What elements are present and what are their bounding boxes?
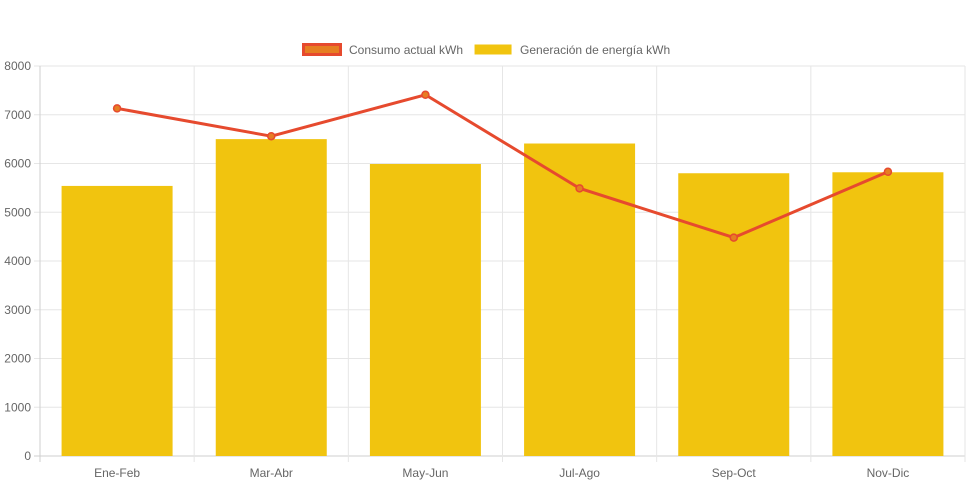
y-tick-label: 2000 xyxy=(4,352,31,366)
y-tick-label: 8000 xyxy=(4,59,31,73)
legend-item-generacion[interactable]: Generación de energía kWh xyxy=(474,43,671,57)
line-series xyxy=(112,90,893,242)
line-point-mar-abr[interactable] xyxy=(267,131,276,141)
legend-item-consumo[interactable]: Consumo actual kWh xyxy=(302,43,464,57)
line-point-ene-feb[interactable] xyxy=(112,104,122,113)
x-tick-label: May-Jun xyxy=(402,466,448,480)
line-point-sep-oct[interactable] xyxy=(729,233,738,242)
legend-swatch xyxy=(474,44,512,55)
x-tick-label: Jul-Ago xyxy=(559,466,600,480)
x-axis: Ene-Feb Mar-Abr May-Jun Jul-Ago Sep-Oct Nov-D… xyxy=(94,466,909,480)
y-tick-label: 4000 xyxy=(4,254,31,268)
x-tick-label: Ene-Feb xyxy=(94,466,140,480)
grid-lines xyxy=(34,65,966,462)
x-tick-label: Mar-Abr xyxy=(250,466,293,480)
bar-jul-ago[interactable] xyxy=(524,143,636,456)
line-point-may-jun[interactable] xyxy=(421,90,430,100)
y-axis: 0 1000 2000 3000 4000 5000 6000 7000 8000 xyxy=(4,59,31,463)
legend-swatch xyxy=(302,43,342,56)
y-tick-label: 3000 xyxy=(4,303,31,317)
y-tick-label: 1000 xyxy=(4,400,31,414)
y-tick-label: 0 xyxy=(24,449,31,463)
legend-label: Consumo actual kWh xyxy=(349,43,463,57)
y-tick-label: 5000 xyxy=(4,205,31,219)
consumption-line xyxy=(116,93,889,240)
y-tick-label: 6000 xyxy=(4,157,31,171)
bar-sep-oct[interactable] xyxy=(678,173,790,456)
x-tick-label: Sep-Oct xyxy=(712,466,757,480)
bar-nov-dic[interactable] xyxy=(832,172,944,456)
line-point-jul-ago[interactable] xyxy=(575,184,584,193)
legend-label: Generación de energía kWh xyxy=(520,43,670,57)
x-tick-label: Nov-Dic xyxy=(867,466,910,480)
bar-mar-abr[interactable] xyxy=(215,139,327,456)
y-tick-label: 7000 xyxy=(4,108,31,122)
bar-may-jun[interactable] xyxy=(369,163,481,457)
bar-ene-feb[interactable] xyxy=(61,185,173,457)
legend[interactable]: Consumo actual kWh Generación de energía … xyxy=(302,43,671,57)
line-point-nov-dic[interactable] xyxy=(883,167,893,177)
